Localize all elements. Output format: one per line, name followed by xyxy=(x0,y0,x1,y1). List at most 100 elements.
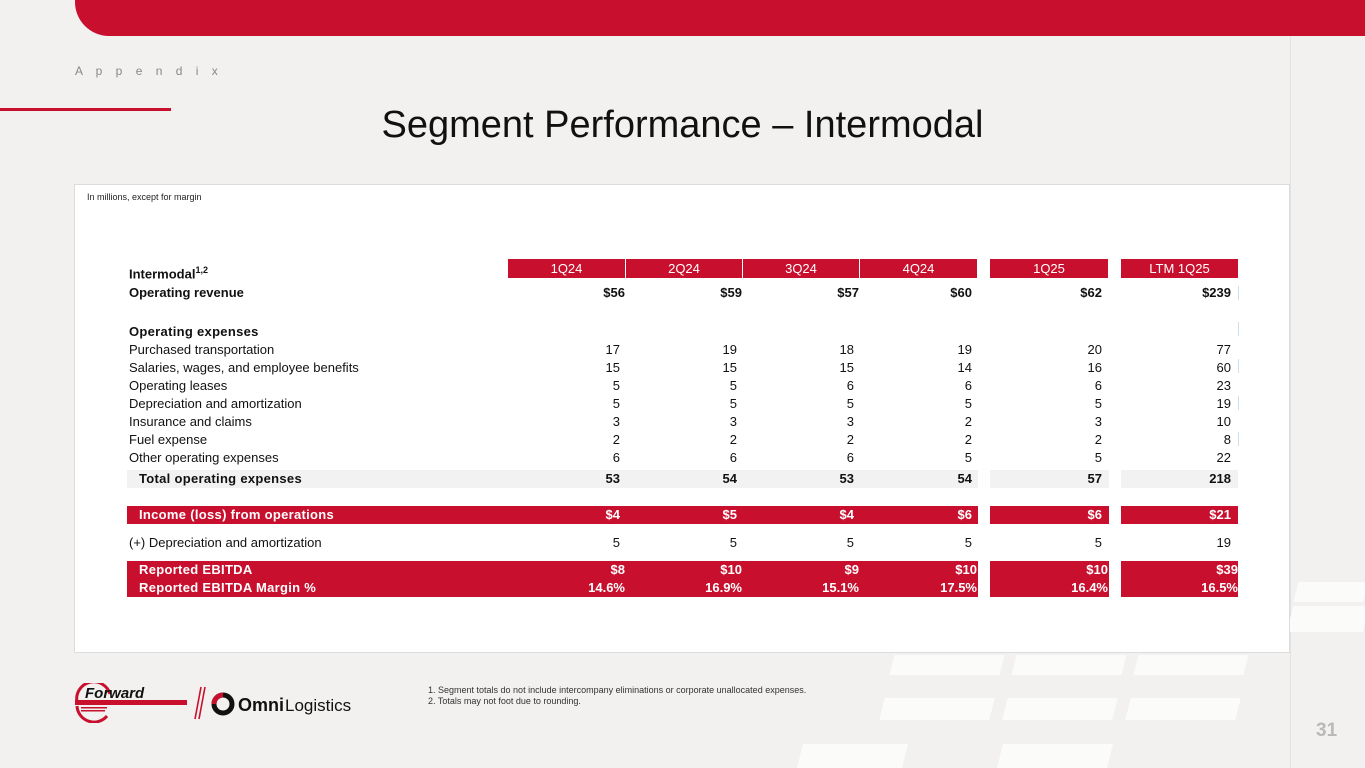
value-cell: 14 xyxy=(957,360,972,375)
value-cell: 218 xyxy=(1209,471,1231,486)
logistics-logo-text: Logistics xyxy=(285,696,351,715)
value-cell: 15 xyxy=(722,360,737,375)
column-header: 2Q24 xyxy=(626,259,742,278)
value-cell: 19 xyxy=(1216,535,1231,550)
decor-stripe xyxy=(889,655,1005,675)
row-label: Depreciation and amortization xyxy=(129,396,302,411)
value-cell: 5 xyxy=(1094,535,1102,550)
value-cell: 15.1% xyxy=(822,580,859,595)
decor-stripe xyxy=(1125,698,1241,720)
value-cell: 5 xyxy=(729,535,737,550)
value-cell: 3 xyxy=(846,414,854,429)
value-cell: 16.9% xyxy=(705,580,742,595)
section-heading: Operating expenses xyxy=(129,324,259,339)
value-cell: 6 xyxy=(846,450,854,465)
row-label: Other operating expenses xyxy=(129,450,279,465)
value-cell: 2 xyxy=(964,432,972,447)
value-cell: 19 xyxy=(957,342,972,357)
omni-logistics-logo: Omni Logistics xyxy=(211,692,351,716)
decor-stripe xyxy=(797,744,908,768)
decor-stripe xyxy=(1286,606,1365,632)
row-label: Reported EBITDA Margin % xyxy=(139,580,317,595)
value-cell: 20 xyxy=(1087,342,1102,357)
section-label: A p p e n d i x xyxy=(75,64,223,78)
value-cell: 14.6% xyxy=(588,580,625,595)
value-cell: 2 xyxy=(729,432,737,447)
value-cell: 5 xyxy=(964,535,972,550)
value-cell: 5 xyxy=(964,396,972,411)
column-edge-mark xyxy=(1238,432,1239,446)
decor-stripe xyxy=(1002,698,1118,720)
value-cell: 16.4% xyxy=(1071,580,1108,595)
units-note: In millions, except for margin xyxy=(87,192,202,202)
value-cell: 5 xyxy=(729,378,737,393)
row-label: Purchased transportation xyxy=(129,342,275,357)
value-cell: $39 xyxy=(1216,562,1238,577)
row-label: Total operating expenses xyxy=(139,471,302,486)
segment-label: Intermodal1,2 xyxy=(129,261,208,283)
divider-slash-icon xyxy=(194,686,206,720)
value-cell: 6 xyxy=(729,450,737,465)
value-cell: 18 xyxy=(839,342,854,357)
omni-logo-text: Omni xyxy=(238,695,284,715)
decor-stripe xyxy=(1293,582,1365,602)
decor-stripe xyxy=(997,744,1113,768)
value-cell: $10 xyxy=(1086,562,1108,577)
header-accent-bar xyxy=(75,0,1365,36)
value-cell: 60 xyxy=(1216,360,1231,375)
row-label: Fuel expense xyxy=(129,432,208,447)
value-cell: 6 xyxy=(846,378,854,393)
value-cell: $21 xyxy=(1209,507,1231,522)
row-label: Insurance and claims xyxy=(129,414,252,429)
decor-stripe xyxy=(1133,655,1249,675)
value-cell: 6 xyxy=(964,378,972,393)
value-cell: 6 xyxy=(1094,378,1102,393)
segment-superscript: 1,2 xyxy=(195,265,208,275)
value-cell: 15 xyxy=(605,360,620,375)
value-cell: $8 xyxy=(610,562,625,577)
value-cell: $62 xyxy=(1080,285,1102,300)
column-edge-mark xyxy=(1238,396,1239,410)
column-gap xyxy=(978,470,990,597)
value-cell: 5 xyxy=(612,396,620,411)
value-cell: 57 xyxy=(1087,471,1102,486)
footnote-2: 2. Totals may not foot due to rounding. xyxy=(428,696,581,706)
value-cell: $10 xyxy=(720,562,742,577)
value-cell: $56 xyxy=(603,285,625,300)
value-cell: $9 xyxy=(844,562,859,577)
value-cell: 10 xyxy=(1216,414,1231,429)
segment-label-text: Intermodal xyxy=(129,266,196,282)
value-cell: 16 xyxy=(1087,360,1102,375)
column-header: 4Q24 xyxy=(860,259,977,278)
forward-logo-text: Forward xyxy=(85,685,145,702)
value-cell: $6 xyxy=(1087,507,1102,522)
value-cell: 19 xyxy=(722,342,737,357)
ebitda-rows-band xyxy=(127,561,1238,597)
financial-table-panel: In millions, except for margin Intermoda… xyxy=(74,184,1290,653)
value-cell: 3 xyxy=(729,414,737,429)
value-cell: 15 xyxy=(839,360,854,375)
value-cell: 8 xyxy=(1223,432,1231,447)
value-cell: 2 xyxy=(1094,432,1102,447)
right-decoration-panel xyxy=(1290,36,1365,768)
row-label: Income (loss) from operations xyxy=(139,507,335,522)
value-cell: $6 xyxy=(957,507,972,522)
value-cell: 2 xyxy=(846,432,854,447)
page-number: 31 xyxy=(1316,720,1338,741)
value-cell: $5 xyxy=(722,507,737,522)
page-title: Segment Performance – Intermodal xyxy=(381,104,984,146)
value-cell: 17.5% xyxy=(940,580,977,595)
column-gap xyxy=(1109,470,1121,597)
column-header: 1Q24 xyxy=(508,259,625,278)
value-cell: 2 xyxy=(612,432,620,447)
value-cell: $60 xyxy=(950,285,972,300)
company-logo: Forward Omni Logistics xyxy=(75,683,351,723)
value-cell: 53 xyxy=(605,471,620,486)
value-cell: 5 xyxy=(729,396,737,411)
row-label: Operating revenue xyxy=(129,285,244,300)
value-cell: 54 xyxy=(722,471,737,486)
value-cell: $57 xyxy=(837,285,859,300)
value-cell: 2 xyxy=(964,414,972,429)
value-cell: 5 xyxy=(846,396,854,411)
value-cell: 6 xyxy=(612,450,620,465)
